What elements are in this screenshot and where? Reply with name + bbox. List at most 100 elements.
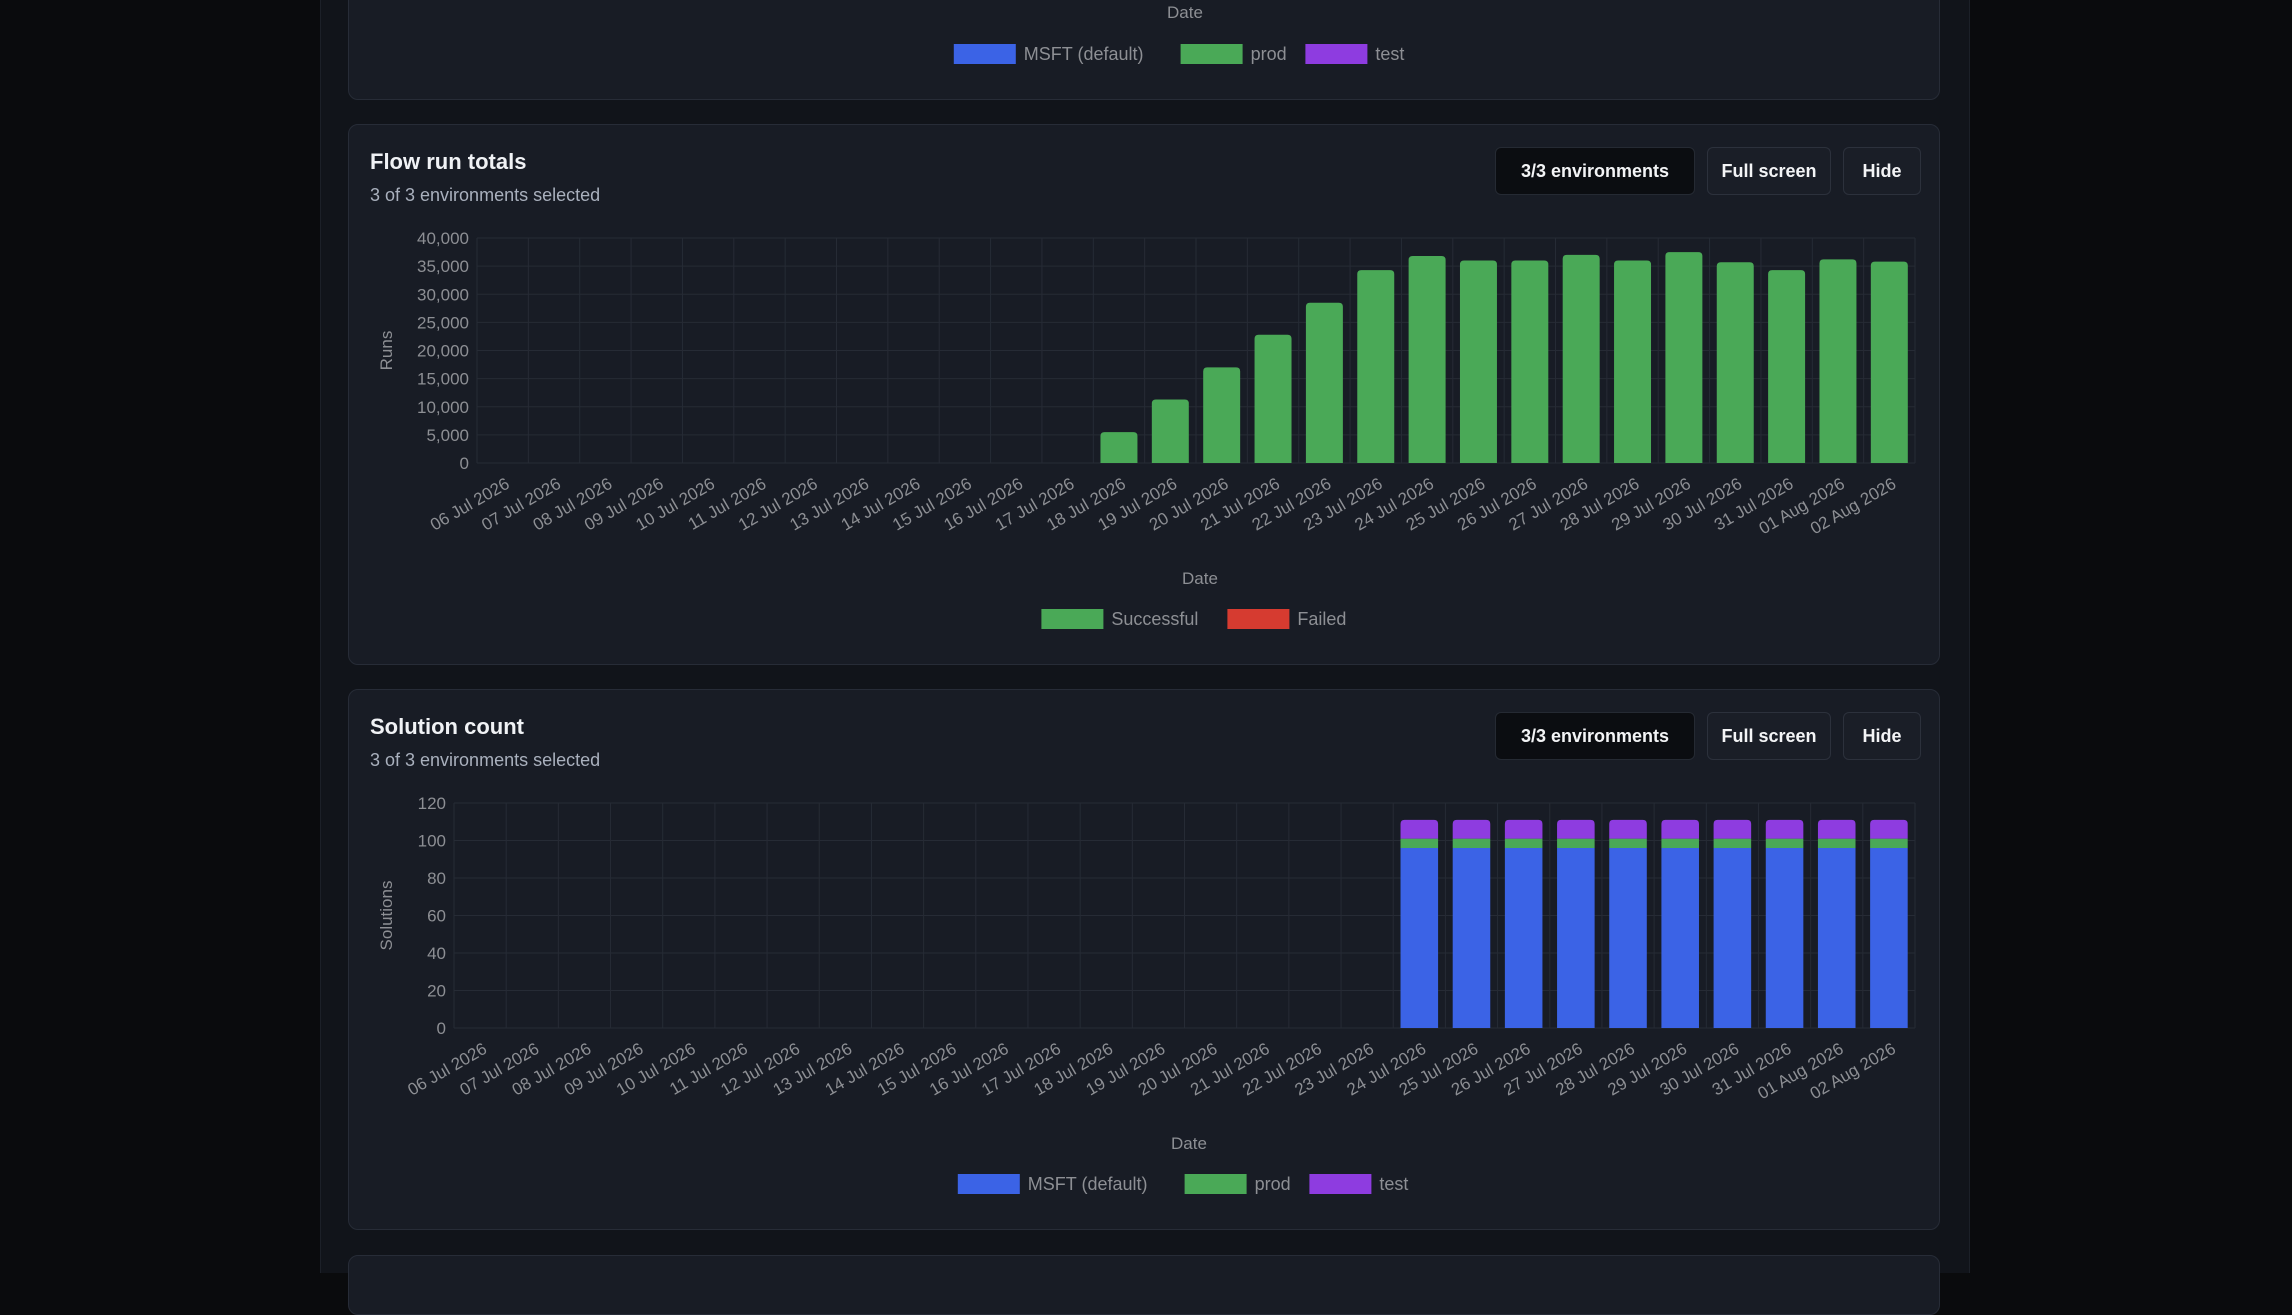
hide-button[interactable]: Hide: [1843, 147, 1921, 195]
legend-label: MSFT (default): [1024, 44, 1144, 64]
bar-successful: [1100, 432, 1138, 463]
y-tick-label: 0: [460, 454, 469, 473]
bar-successful: [1357, 270, 1395, 463]
bar-msft-default: [1713, 848, 1752, 1028]
legend-label: Successful: [1111, 609, 1198, 629]
legend-swatch: [957, 1174, 1020, 1194]
y-tick-label: 30,000: [417, 285, 469, 304]
bar-prod: [1557, 838, 1595, 848]
bar-test: [1504, 819, 1543, 839]
y-tick-label: 120: [418, 794, 446, 813]
hide-button[interactable]: Hide: [1843, 712, 1921, 760]
bar-test: [1661, 819, 1699, 839]
y-tick-label: 80: [427, 869, 446, 888]
legend-label: test: [1375, 44, 1404, 64]
bar-successful: [1459, 260, 1497, 463]
y-tick-label: 40,000: [417, 229, 469, 248]
y-tick-label: 35,000: [417, 257, 469, 276]
bar-successful: [1614, 260, 1652, 463]
legend-label: Failed: [1297, 609, 1346, 629]
legend-swatch: [1041, 609, 1104, 629]
legend-label: MSFT (default): [1028, 1174, 1148, 1194]
bar-msft-default: [1765, 848, 1804, 1028]
bar-test: [1400, 819, 1439, 839]
bar-msft-default: [1661, 848, 1699, 1028]
y-axis-title: Runs: [377, 331, 396, 371]
y-tick-label: 20: [427, 982, 446, 1001]
legend-label: test: [1379, 1174, 1408, 1194]
legend-swatch: [1227, 609, 1290, 629]
bar-successful: [1511, 260, 1549, 463]
legend-swatch: [1309, 1174, 1372, 1194]
bar-msft-default: [1504, 848, 1543, 1028]
bar-successful: [1716, 262, 1754, 463]
bar-successful: [1768, 270, 1806, 463]
environments-button[interactable]: 3/3 environments: [1495, 712, 1695, 760]
flow-run-totals-card: Flow run totals 3 of 3 environments sele…: [348, 124, 1940, 665]
bar-test: [1870, 819, 1908, 839]
bar-prod: [1661, 838, 1699, 848]
card-subtitle: 3 of 3 environments selected: [370, 750, 601, 770]
y-tick-label: 100: [418, 832, 446, 851]
y-axis-title: Solutions: [377, 881, 396, 951]
top-chart-legend-area: Date MSFT (default) prod test: [953, 3, 1404, 64]
legend-swatch: [1180, 44, 1243, 64]
bar-msft-default: [1609, 848, 1647, 1028]
bar-msft-default: [1452, 848, 1491, 1028]
full-screen-button[interactable]: Full screen: [1707, 147, 1831, 195]
legend-label: prod: [1251, 44, 1287, 64]
y-tick-label: 40: [427, 944, 446, 963]
legend-swatch: [1184, 1174, 1247, 1194]
legend-swatch: [1305, 44, 1368, 64]
bar-successful: [1870, 261, 1908, 463]
bar-prod: [1765, 838, 1804, 848]
bar-test: [1452, 819, 1491, 839]
bar-msft-default: [1817, 848, 1856, 1028]
solution-count-card: Solution count 3 of 3 environments selec…: [348, 689, 1940, 1230]
bar-msft-default: [1557, 848, 1595, 1028]
environments-button[interactable]: 3/3 environments: [1495, 147, 1695, 195]
x-axis-title: Date: [1167, 3, 1203, 22]
bar-test: [1609, 819, 1647, 839]
next-card-partial: [348, 1255, 1940, 1315]
card-title: Flow run totals: [370, 149, 527, 174]
x-axis-title: Date: [1182, 569, 1218, 588]
legend-swatch: [953, 44, 1016, 64]
bar-prod: [1504, 838, 1543, 848]
full-screen-button[interactable]: Full screen: [1707, 712, 1831, 760]
bar-prod: [1609, 838, 1647, 848]
bar-successful: [1305, 302, 1343, 463]
bar-successful: [1254, 334, 1292, 463]
bar-successful: [1203, 367, 1241, 463]
bar-prod: [1452, 838, 1491, 848]
card-title: Solution count: [370, 714, 524, 739]
bar-prod: [1713, 838, 1752, 848]
bar-test: [1817, 819, 1856, 839]
bar-test: [1765, 819, 1804, 839]
y-tick-label: 25,000: [417, 313, 469, 332]
bar-msft-default: [1400, 848, 1439, 1028]
y-tick-label: 20,000: [417, 342, 469, 361]
bar-successful: [1665, 252, 1703, 463]
bar-msft-default: [1870, 848, 1908, 1028]
y-tick-label: 5,000: [426, 426, 469, 445]
bar-prod: [1870, 838, 1908, 848]
y-tick-label: 15,000: [417, 370, 469, 389]
bar-successful: [1151, 399, 1189, 463]
bar-test: [1557, 819, 1595, 839]
flow-run-totals-chart: 0 5,000 10,000 15,000 20,000 25,000 30,000 35,0…: [377, 229, 1916, 629]
x-axis-title: Date: [1171, 1134, 1207, 1153]
bar-successful: [1408, 256, 1446, 463]
bar-successful: [1562, 254, 1600, 463]
y-tick-label: 60: [427, 907, 446, 926]
bar-prod: [1400, 838, 1439, 848]
env-chart-card-partial: Date MSFT (default) prod test: [348, 0, 1940, 100]
card-subtitle: 3 of 3 environments selected: [370, 185, 601, 205]
legend-label: prod: [1255, 1174, 1291, 1194]
bar-test: [1713, 819, 1752, 839]
y-tick-label: 10,000: [417, 398, 469, 417]
y-tick-label: 0: [437, 1019, 446, 1038]
bar-successful: [1819, 259, 1857, 463]
bar-prod: [1817, 838, 1856, 848]
